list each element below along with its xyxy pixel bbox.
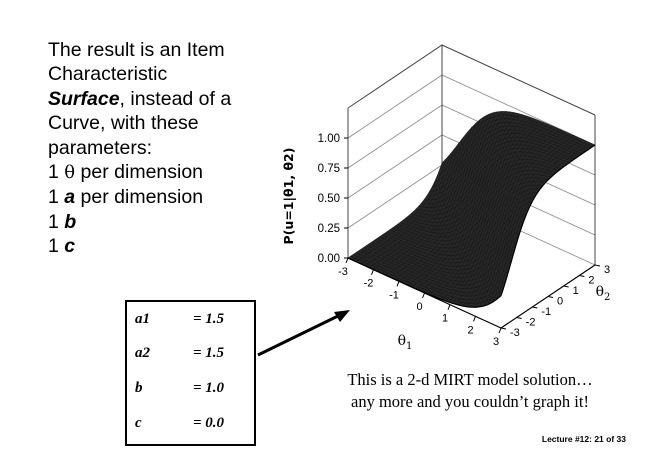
- caption-line: This is a 2-d MIRT model solution…: [347, 370, 593, 389]
- z-tick-label: 1.00: [318, 133, 340, 145]
- z-tick-label: 0.75: [318, 163, 340, 175]
- theta2-tick: [516, 317, 522, 319]
- theta2-tick: [532, 306, 538, 309]
- param-line-c: 1 c: [48, 235, 76, 258]
- text-line: Surface, instead of a: [48, 87, 231, 111]
- theta1-tick: [422, 292, 425, 299]
- text-line: The result is an Item: [48, 39, 225, 61]
- theta1-tick-label: -2: [364, 278, 374, 290]
- theta1-tick-label: -1: [389, 289, 399, 301]
- parameter-box: a1 = 1.5 a2 = 1.5 b = 1.0 c = 0.0: [125, 300, 256, 446]
- theta1-tick-label: 0: [416, 301, 422, 313]
- theta2-tick-label: 3: [604, 264, 610, 276]
- surface-right-edge: [500, 144, 596, 296]
- wall-rim: [347, 44, 596, 116]
- theta2-tick-label: -3: [510, 327, 520, 339]
- caption: This is a 2-d MIRT model solution… any m…: [312, 369, 628, 413]
- text-fragment: , instead of a: [119, 87, 232, 110]
- theta2-tick-label: 2: [588, 275, 594, 287]
- theta-symbol: θ: [64, 162, 76, 184]
- z-axis-label: P(u=1|θ1, θ2): [281, 148, 296, 245]
- theta1-tick: [345, 257, 349, 264]
- z-tick-label: 0.00: [318, 253, 340, 265]
- theta2-tick: [500, 327, 507, 330]
- z-tick-label: 0.25: [318, 223, 340, 235]
- theta2-tick: [563, 285, 569, 288]
- theta1-axis-label: θ1: [398, 333, 413, 352]
- theta2-tick: [547, 296, 554, 298]
- theta1-tick-label: 1: [442, 313, 448, 325]
- text-line: Curve, with these: [48, 112, 199, 135]
- theta1-tick: [498, 327, 502, 334]
- theta2-tick-label: -2: [526, 317, 536, 329]
- theta2-tick: [579, 275, 585, 277]
- theta1-tick: [447, 304, 451, 310]
- theta2-tick-label: -1: [541, 306, 551, 318]
- theta2-tick-label: 0: [557, 296, 563, 308]
- surface-emphasis: Surface: [48, 87, 120, 110]
- param-line-theta: 1 θ per dimension: [48, 161, 204, 184]
- theta1-tick-label: -3: [338, 266, 348, 278]
- theta2-tick: [594, 264, 601, 267]
- c-symbol: c: [64, 235, 76, 258]
- text-line: Characteristic: [48, 63, 168, 86]
- theta1-tick: [371, 269, 374, 275]
- theta1-tick-label: 2: [467, 324, 473, 336]
- z-tick-label: 0.50: [318, 193, 340, 205]
- theta2-tick-label: 1: [573, 285, 579, 297]
- slide-text: The result is an Item Characteristic Sur…: [48, 38, 231, 259]
- text-line: parameters:: [48, 136, 153, 159]
- theta1-tick: [396, 281, 400, 287]
- slide-footer: Lecture #12: 21 of 33: [541, 434, 626, 444]
- param-line-b: 1 b: [48, 210, 77, 233]
- caption-line: any more and you couldn’t graph it!: [351, 392, 589, 411]
- param-line-a: 1 a per dimension: [48, 186, 204, 209]
- a-symbol: a: [64, 186, 76, 209]
- theta1-tick-label: 3: [493, 336, 499, 348]
- theta2-axis-label: θ2: [596, 284, 611, 303]
- b-symbol: b: [64, 210, 77, 233]
- theta1-tick: [473, 316, 476, 322]
